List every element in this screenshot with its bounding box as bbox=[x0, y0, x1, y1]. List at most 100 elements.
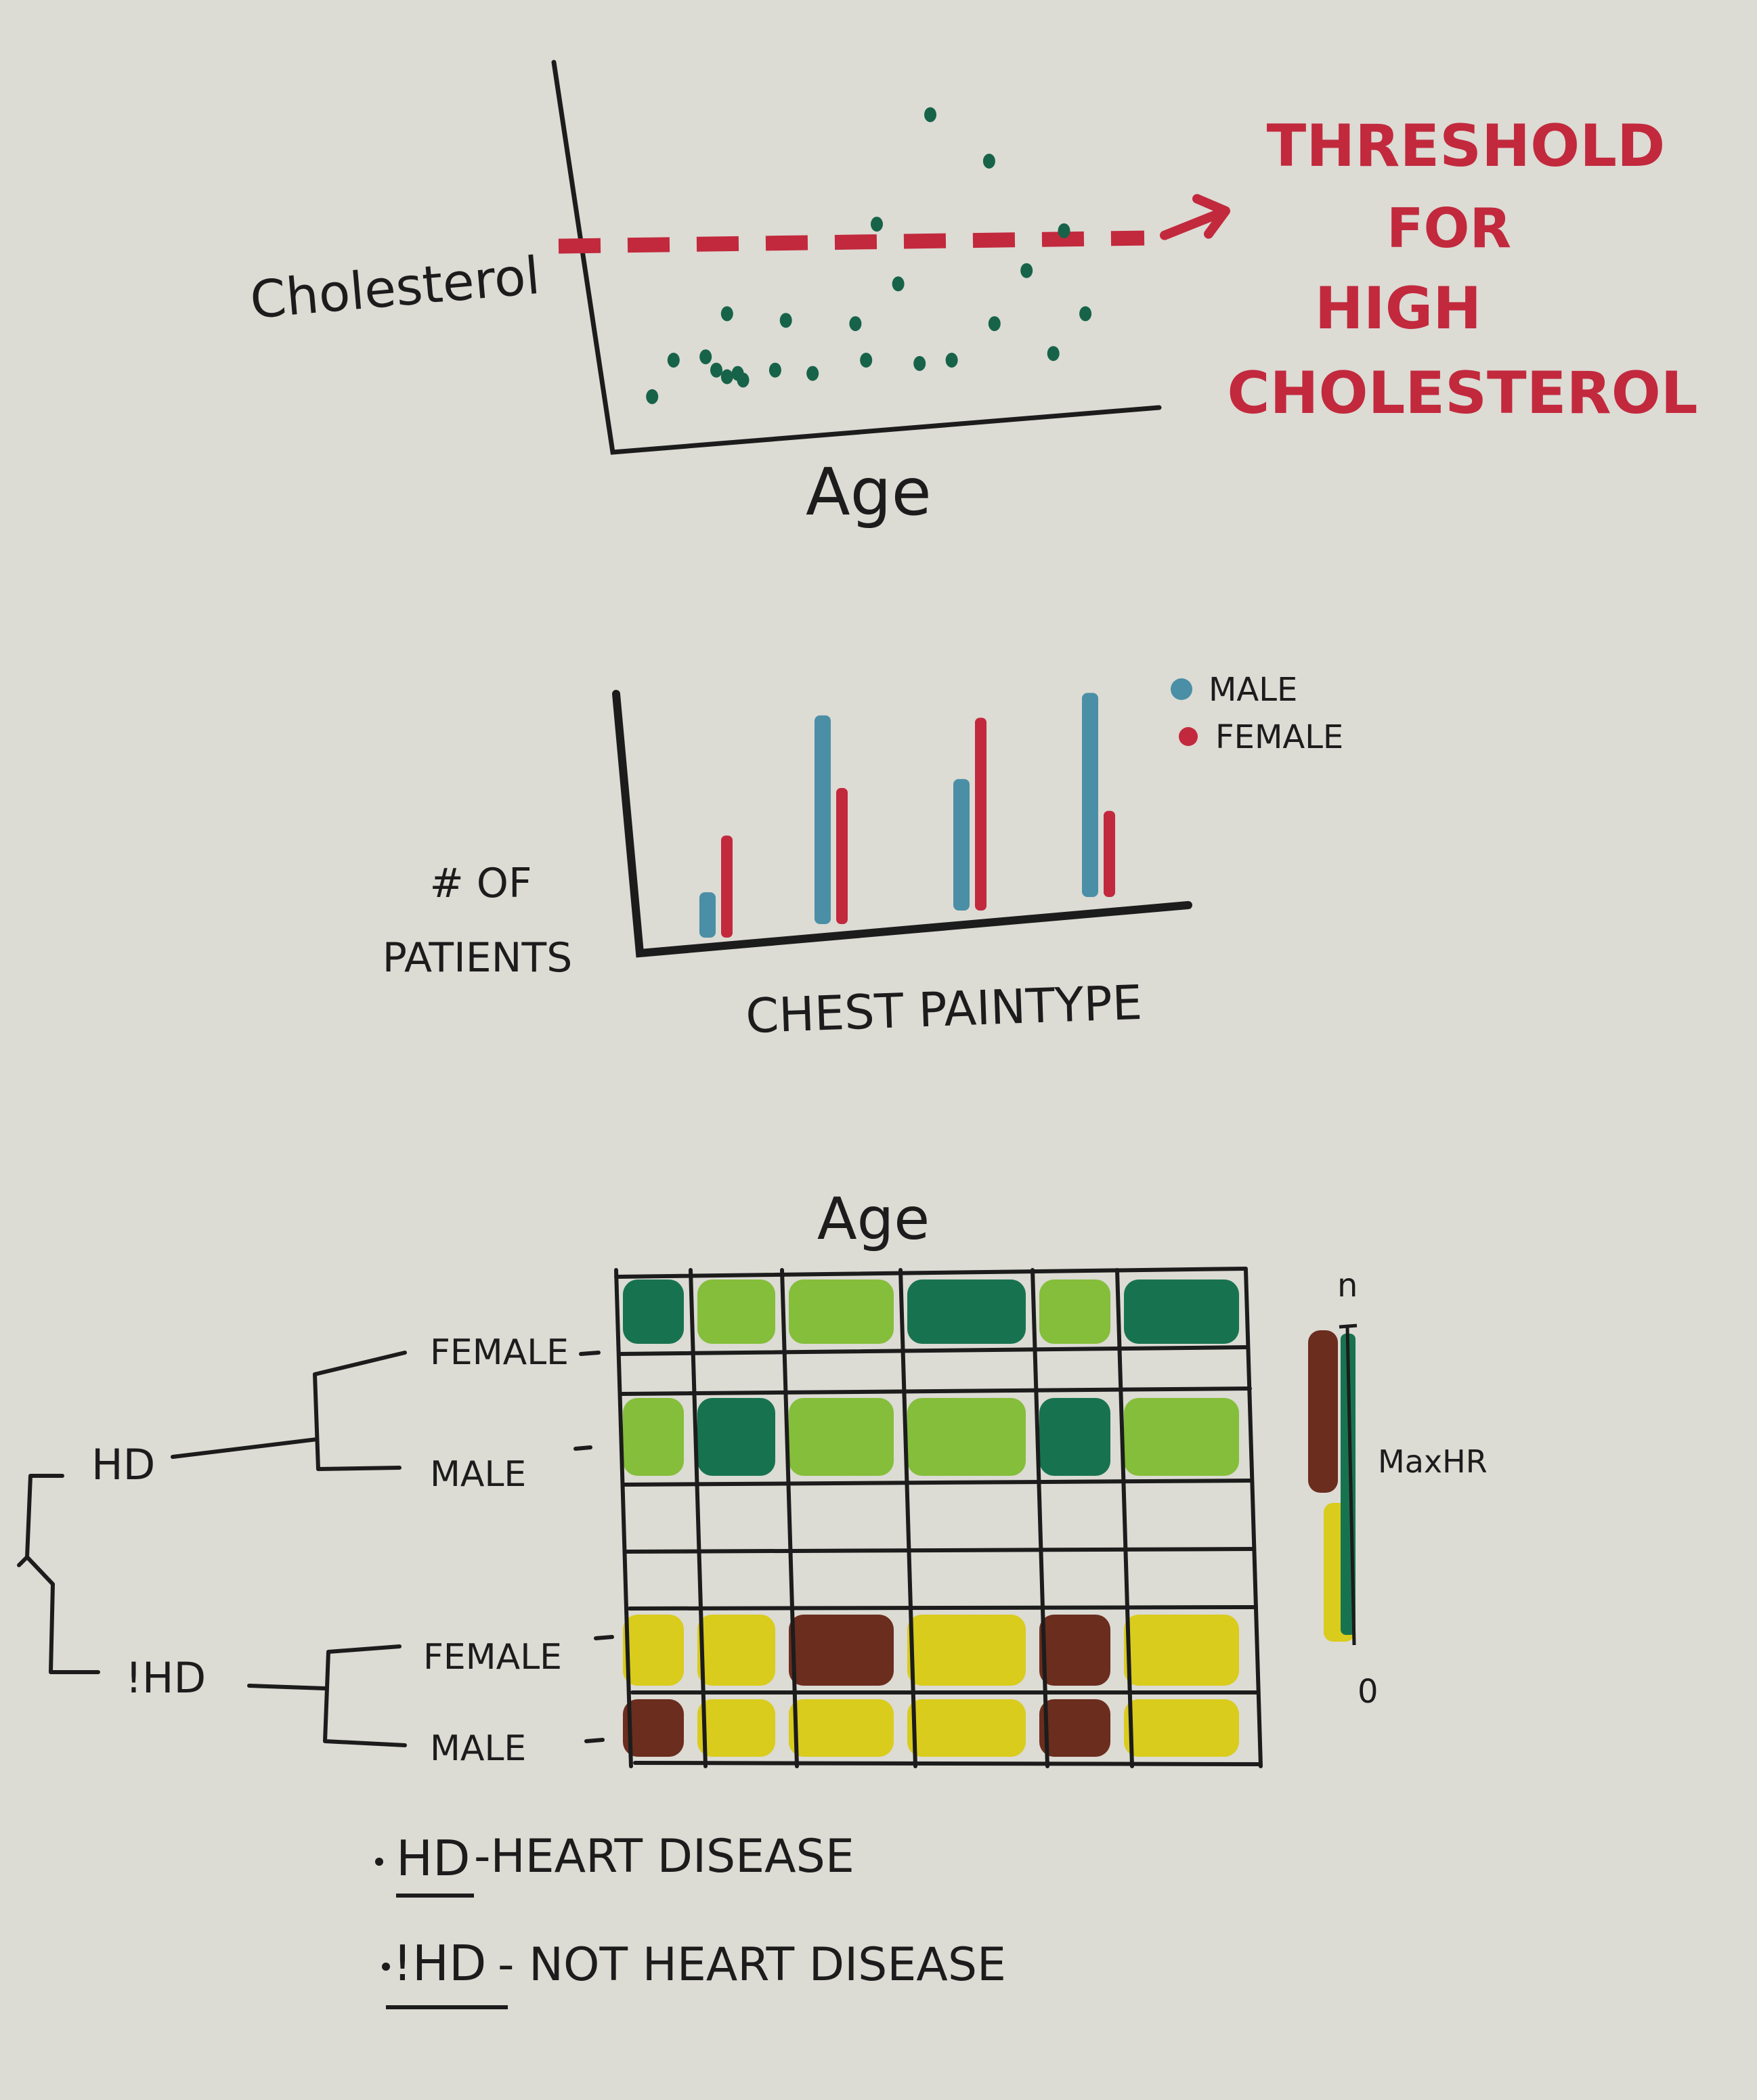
row-label-nhd-male: MALE bbox=[430, 1728, 526, 1769]
note-hd-term: HD bbox=[396, 1830, 471, 1887]
heatmap-cell bbox=[907, 1699, 1026, 1757]
legend-female-swatch bbox=[1179, 727, 1198, 746]
cholesterol-threshold-line bbox=[558, 230, 1145, 254]
heatmap-cell bbox=[697, 1398, 775, 1476]
threshold-arrow-icon bbox=[1160, 194, 1230, 240]
row-label-nhd-female: FEMALE bbox=[423, 1637, 562, 1678]
heatmap-grid bbox=[614, 1267, 1263, 1768]
bar-female bbox=[721, 835, 733, 938]
heatmap-title: Age bbox=[817, 1185, 930, 1253]
heatmap-grid-line bbox=[622, 1479, 1254, 1487]
legend-female-label: FEMALE bbox=[1215, 718, 1343, 756]
heatmap-cell bbox=[907, 1398, 1026, 1476]
scatter-point bbox=[806, 366, 819, 381]
note-nhd-term: !HD bbox=[393, 1935, 486, 1992]
scatter-point bbox=[1047, 346, 1060, 362]
bar-female bbox=[836, 788, 848, 924]
heatmap-grid-line bbox=[628, 1605, 1258, 1611]
colorbar-label: MaxHR bbox=[1378, 1443, 1488, 1480]
scatter-point bbox=[860, 353, 873, 368]
heatmap-cell bbox=[1039, 1615, 1110, 1686]
heatmap-grid-line bbox=[614, 1267, 1248, 1279]
heatmap-cells bbox=[623, 1279, 1239, 1757]
scatter-point bbox=[667, 353, 680, 368]
bar-x-axis-label: CHEST PAINTYPE bbox=[745, 975, 1143, 1044]
scatter-points bbox=[646, 107, 1092, 404]
scatter-point bbox=[988, 316, 1001, 332]
threshold-annotation-line-1: THRESHOLD bbox=[1267, 112, 1666, 180]
scatter-point bbox=[982, 154, 995, 169]
heatmap-grid-line bbox=[689, 1268, 708, 1768]
threshold-annotation-line-4: CHOLESTEROL bbox=[1227, 359, 1697, 427]
heatmap-grid-line bbox=[1244, 1268, 1263, 1768]
bar-legend: MALE FEMALE bbox=[1171, 671, 1343, 756]
scatter-point bbox=[945, 353, 958, 368]
scatter-point bbox=[646, 389, 659, 404]
threshold-annotation-line-3: HIGH bbox=[1315, 275, 1482, 343]
heatmap-cell bbox=[907, 1615, 1026, 1686]
row-label-hd-female: FEMALE bbox=[430, 1332, 569, 1373]
row-label-hd-male: MALE bbox=[430, 1454, 526, 1495]
heatmap-grid-line bbox=[780, 1268, 799, 1768]
scatter-point bbox=[924, 107, 936, 123]
scatter-point bbox=[699, 349, 712, 365]
scatter-point bbox=[913, 355, 926, 371]
scatter-point bbox=[1079, 306, 1092, 322]
legend-male-label: MALE bbox=[1209, 671, 1297, 709]
heatmap-cell bbox=[1039, 1699, 1110, 1757]
group-label-not-hd: !HD bbox=[125, 1653, 206, 1703]
bar-marks bbox=[699, 693, 1115, 938]
bar-male bbox=[953, 779, 970, 911]
heatmap-grid-line bbox=[614, 1268, 633, 1768]
heatmap-cell bbox=[623, 1279, 684, 1344]
scatter-point bbox=[710, 362, 722, 378]
scatter-point bbox=[768, 362, 781, 378]
bar-y-axis-label: # OF PATIENTS bbox=[383, 860, 573, 982]
heatmap-cell bbox=[1124, 1279, 1239, 1344]
heatmap-grid-line bbox=[1031, 1268, 1049, 1768]
scatter-point bbox=[720, 369, 733, 385]
scatter-point bbox=[1058, 223, 1070, 238]
heatmap-grid-line bbox=[898, 1268, 917, 1768]
bar-female bbox=[975, 718, 986, 911]
colorbar-high-dark bbox=[1308, 1330, 1338, 1493]
scatter-point bbox=[849, 316, 862, 332]
group-label-hd: HD bbox=[91, 1440, 155, 1489]
legend-notes: HD -HEART DISEASE !HD - NOT HEART DISEAS… bbox=[375, 1830, 1006, 2009]
heatmap-cell bbox=[907, 1279, 1026, 1344]
heatmap-grid-line bbox=[617, 1345, 1250, 1356]
dendrogram bbox=[17, 1351, 614, 1747]
bar-male bbox=[815, 715, 831, 924]
colorbar-bottom-tick: 0 bbox=[1358, 1673, 1379, 1711]
heatmap-cell bbox=[623, 1615, 684, 1686]
heatmap-chart: Age FEMALE MALE FEMALE MALE HD !HD bbox=[17, 1185, 1488, 2009]
legend-male-swatch bbox=[1171, 678, 1192, 700]
scatter-point bbox=[737, 372, 750, 388]
bar-axes bbox=[612, 690, 1192, 958]
heatmap-grid-line bbox=[620, 1386, 1252, 1396]
heatmap-cell bbox=[1124, 1699, 1239, 1757]
scatter-chart: Cholesterol Age THRESHOLD FOR HIGH CHOLE… bbox=[248, 60, 1698, 530]
heatmap-grid-line bbox=[1115, 1268, 1134, 1768]
heatmap-cell bbox=[1039, 1279, 1110, 1344]
heatmap-cell bbox=[697, 1615, 775, 1686]
scatter-point bbox=[871, 217, 883, 232]
bar-female bbox=[1104, 810, 1115, 897]
scatter-point bbox=[892, 276, 905, 292]
bar-male bbox=[699, 892, 716, 938]
heatmap-cell bbox=[697, 1699, 775, 1757]
note-nhd-definition: - NOT HEART DISEASE bbox=[498, 1938, 1006, 1992]
heatmap-cell bbox=[697, 1279, 775, 1344]
heatmap-cell bbox=[1124, 1615, 1239, 1686]
scatter-point bbox=[779, 313, 792, 328]
threshold-annotation: THRESHOLD FOR HIGH CHOLESTEROL bbox=[1227, 112, 1697, 427]
scatter-x-axis-label: Age bbox=[806, 454, 932, 530]
heatmap-grid-line bbox=[633, 1761, 1262, 1766]
scatter-point bbox=[1020, 263, 1033, 278]
bar-male bbox=[1082, 693, 1098, 897]
heatmap-cell bbox=[789, 1615, 894, 1686]
note-hd-definition: -HEART DISEASE bbox=[474, 1830, 854, 1883]
colorbar: n 0 MaxHR bbox=[1308, 1267, 1488, 1711]
heatmap-cell bbox=[1124, 1398, 1239, 1476]
